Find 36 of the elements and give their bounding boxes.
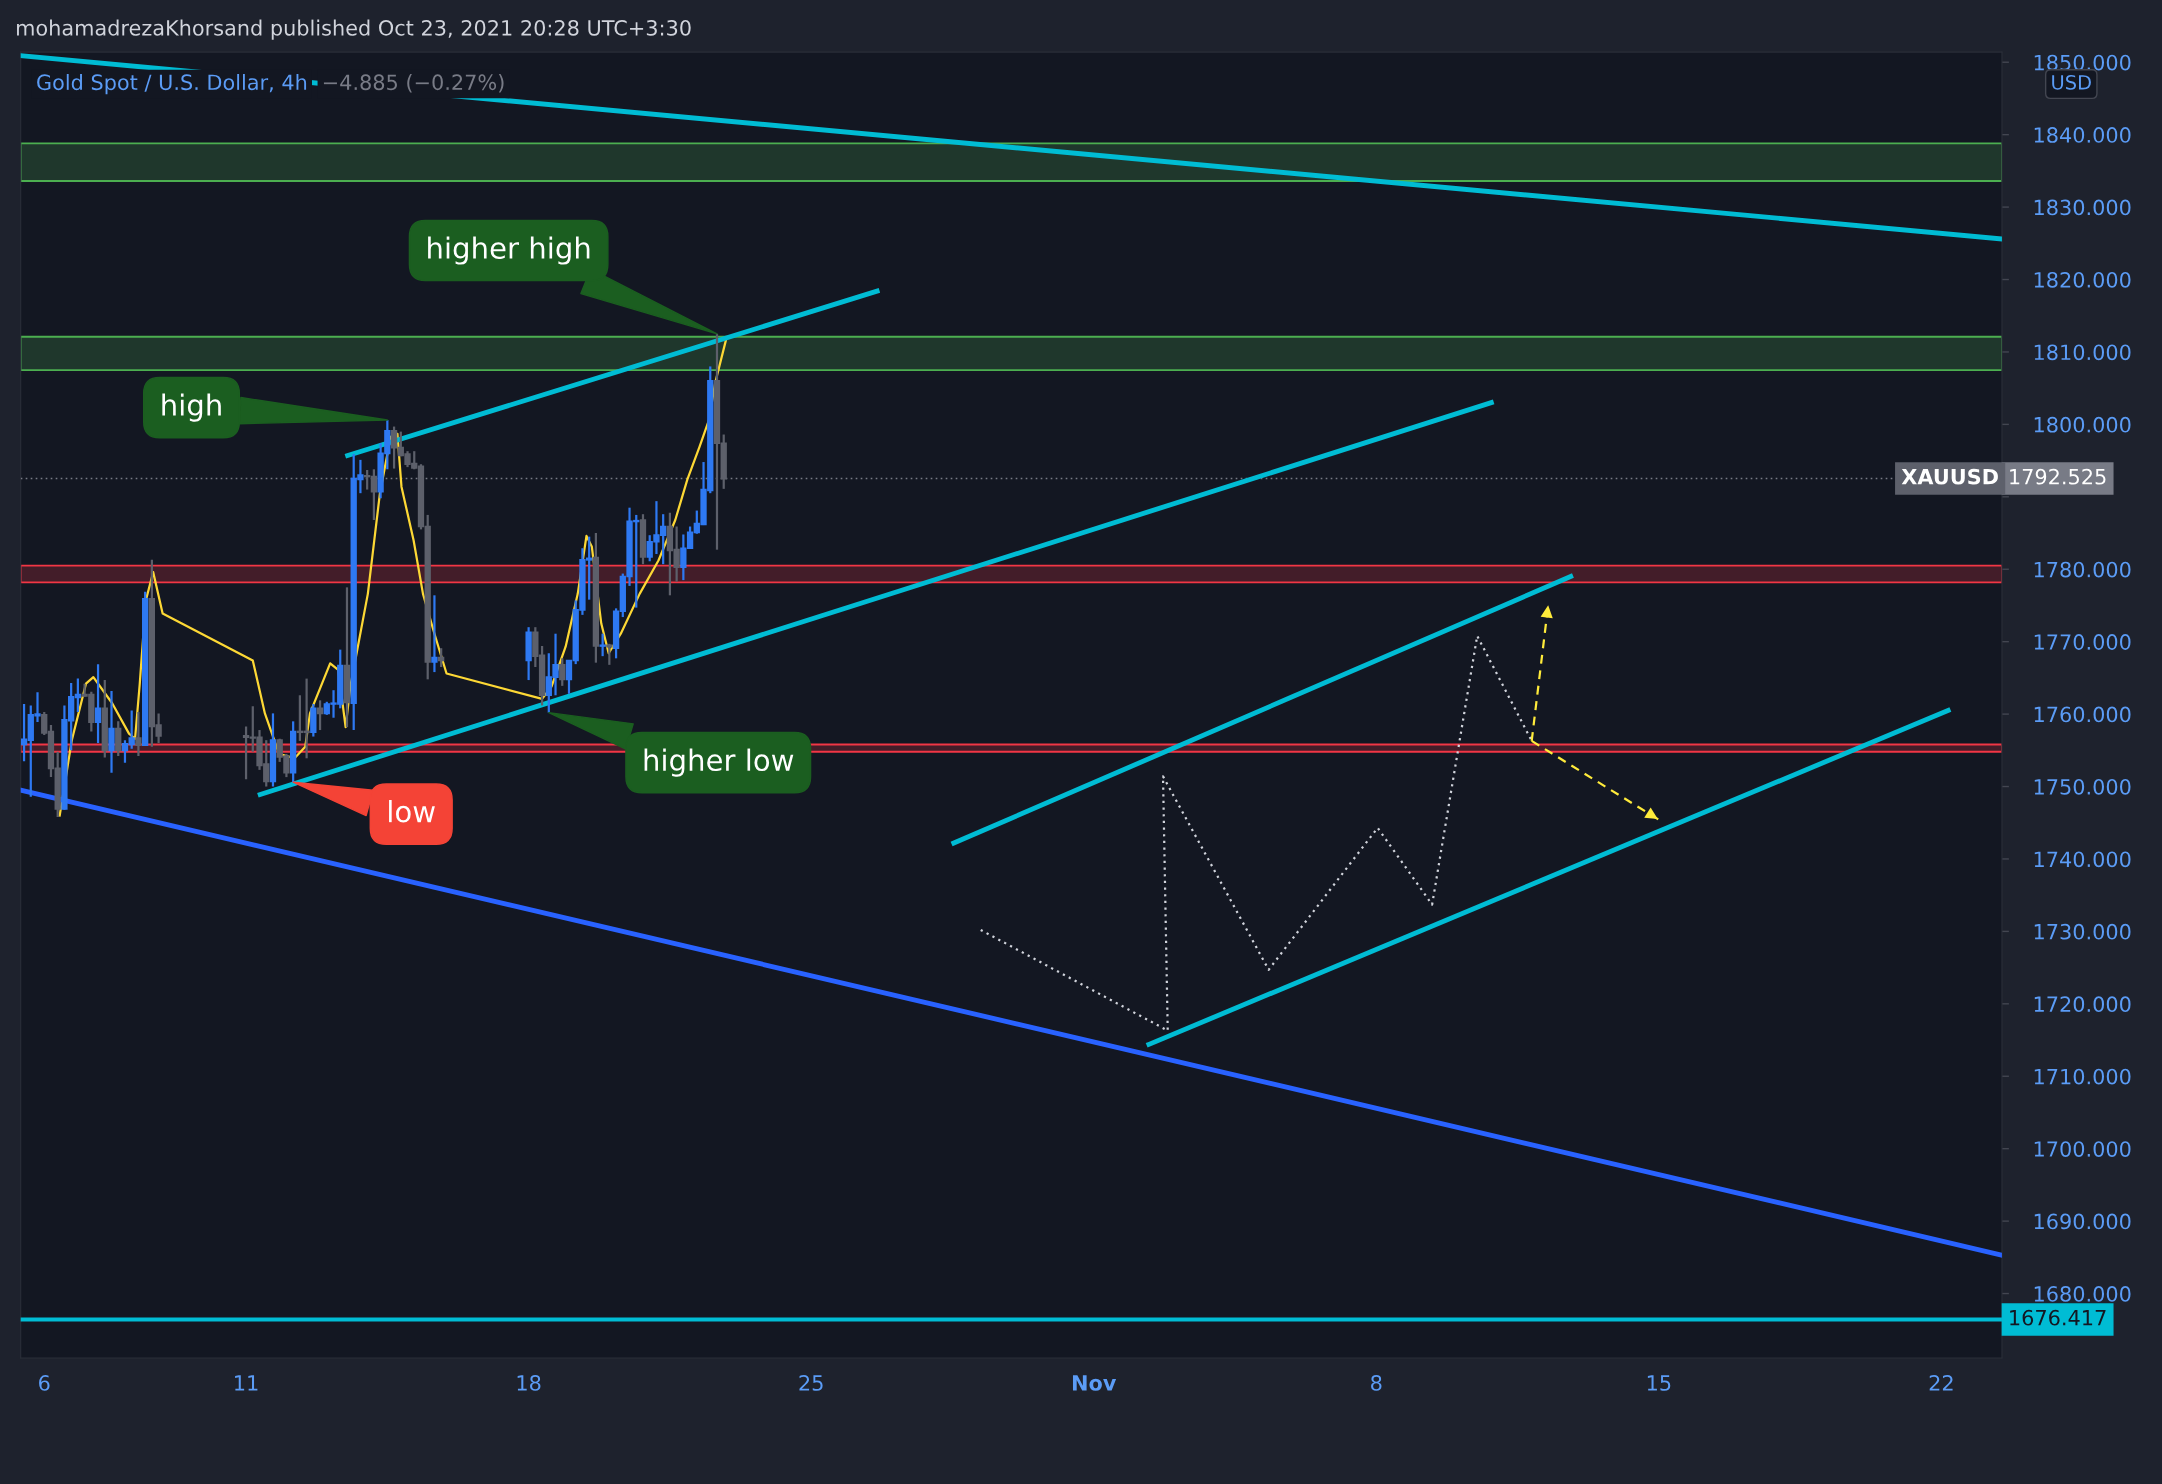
x-tick-label: 15 <box>1647 1375 1671 1391</box>
ref-line-label: 1792.525 <box>2010 468 2106 485</box>
x-tick-label: 25 <box>799 1375 823 1391</box>
y-tick-label: 1720.000 <box>2034 996 2131 1013</box>
chart-title: mohamadrezaKhorsand published Oct 23, 2021 20:28 UTC+3:30 <box>17 19 691 40</box>
y-tick-label: 1700.000 <box>2034 1141 2131 1157</box>
y-tick-label: 1680.000 <box>2034 1286 2131 1302</box>
y-tick-label: 1800.000 <box>2034 416 2131 433</box>
y-tick-label: 1810.000 <box>2034 344 2131 361</box>
y-tick-label: 1820.000 <box>2034 271 2131 288</box>
annotation: high <box>162 393 221 422</box>
annotation: −4.885 (−0.27%) <box>323 74 504 93</box>
y-tick-label: 1730.000 <box>2034 923 2131 940</box>
y-tick-label: 1740.000 <box>2034 851 2131 868</box>
y-tick-label: 1760.000 <box>2034 706 2131 723</box>
annotation: XAUUSD <box>1901 468 1998 485</box>
x-tick-label: 11 <box>235 1375 258 1391</box>
annotation: higher low <box>644 748 794 777</box>
x-tick-label: 18 <box>517 1375 541 1391</box>
y-tick-label: 1770.000 <box>2034 634 2131 650</box>
text: Gold Spot / U.S. Dollar, 4h <box>37 74 307 95</box>
y-tick-label: 1850.000 <box>2034 54 2131 71</box>
text: USD <box>2052 75 2091 90</box>
annotation: low <box>389 800 435 823</box>
y-tick-label: 1830.000 <box>2034 199 2131 216</box>
x-tick-label: 22 <box>1929 1375 1953 1391</box>
y-tick-label: 1710.000 <box>2034 1068 2131 1085</box>
y-tick-label: 1690.000 <box>2034 1213 2131 1230</box>
x-tick-label: 8 <box>1371 1375 1382 1391</box>
y-tick-label: 1750.000 <box>2034 778 2131 795</box>
x-tick-label: 6 <box>39 1375 50 1391</box>
x-tick-label: Nov <box>1072 1375 1117 1391</box>
y-tick-label: 1840.000 <box>2034 127 2131 143</box>
annotation: higher high <box>428 236 590 265</box>
y-tick-label: 1780.000 <box>2034 561 2131 578</box>
ref-line-label: 1676.417 <box>2010 1309 2106 1326</box>
